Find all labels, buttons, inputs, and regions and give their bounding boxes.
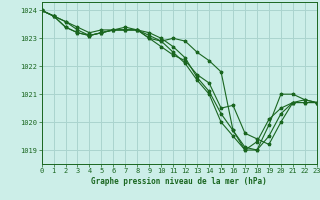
X-axis label: Graphe pression niveau de la mer (hPa): Graphe pression niveau de la mer (hPa) — [91, 177, 267, 186]
